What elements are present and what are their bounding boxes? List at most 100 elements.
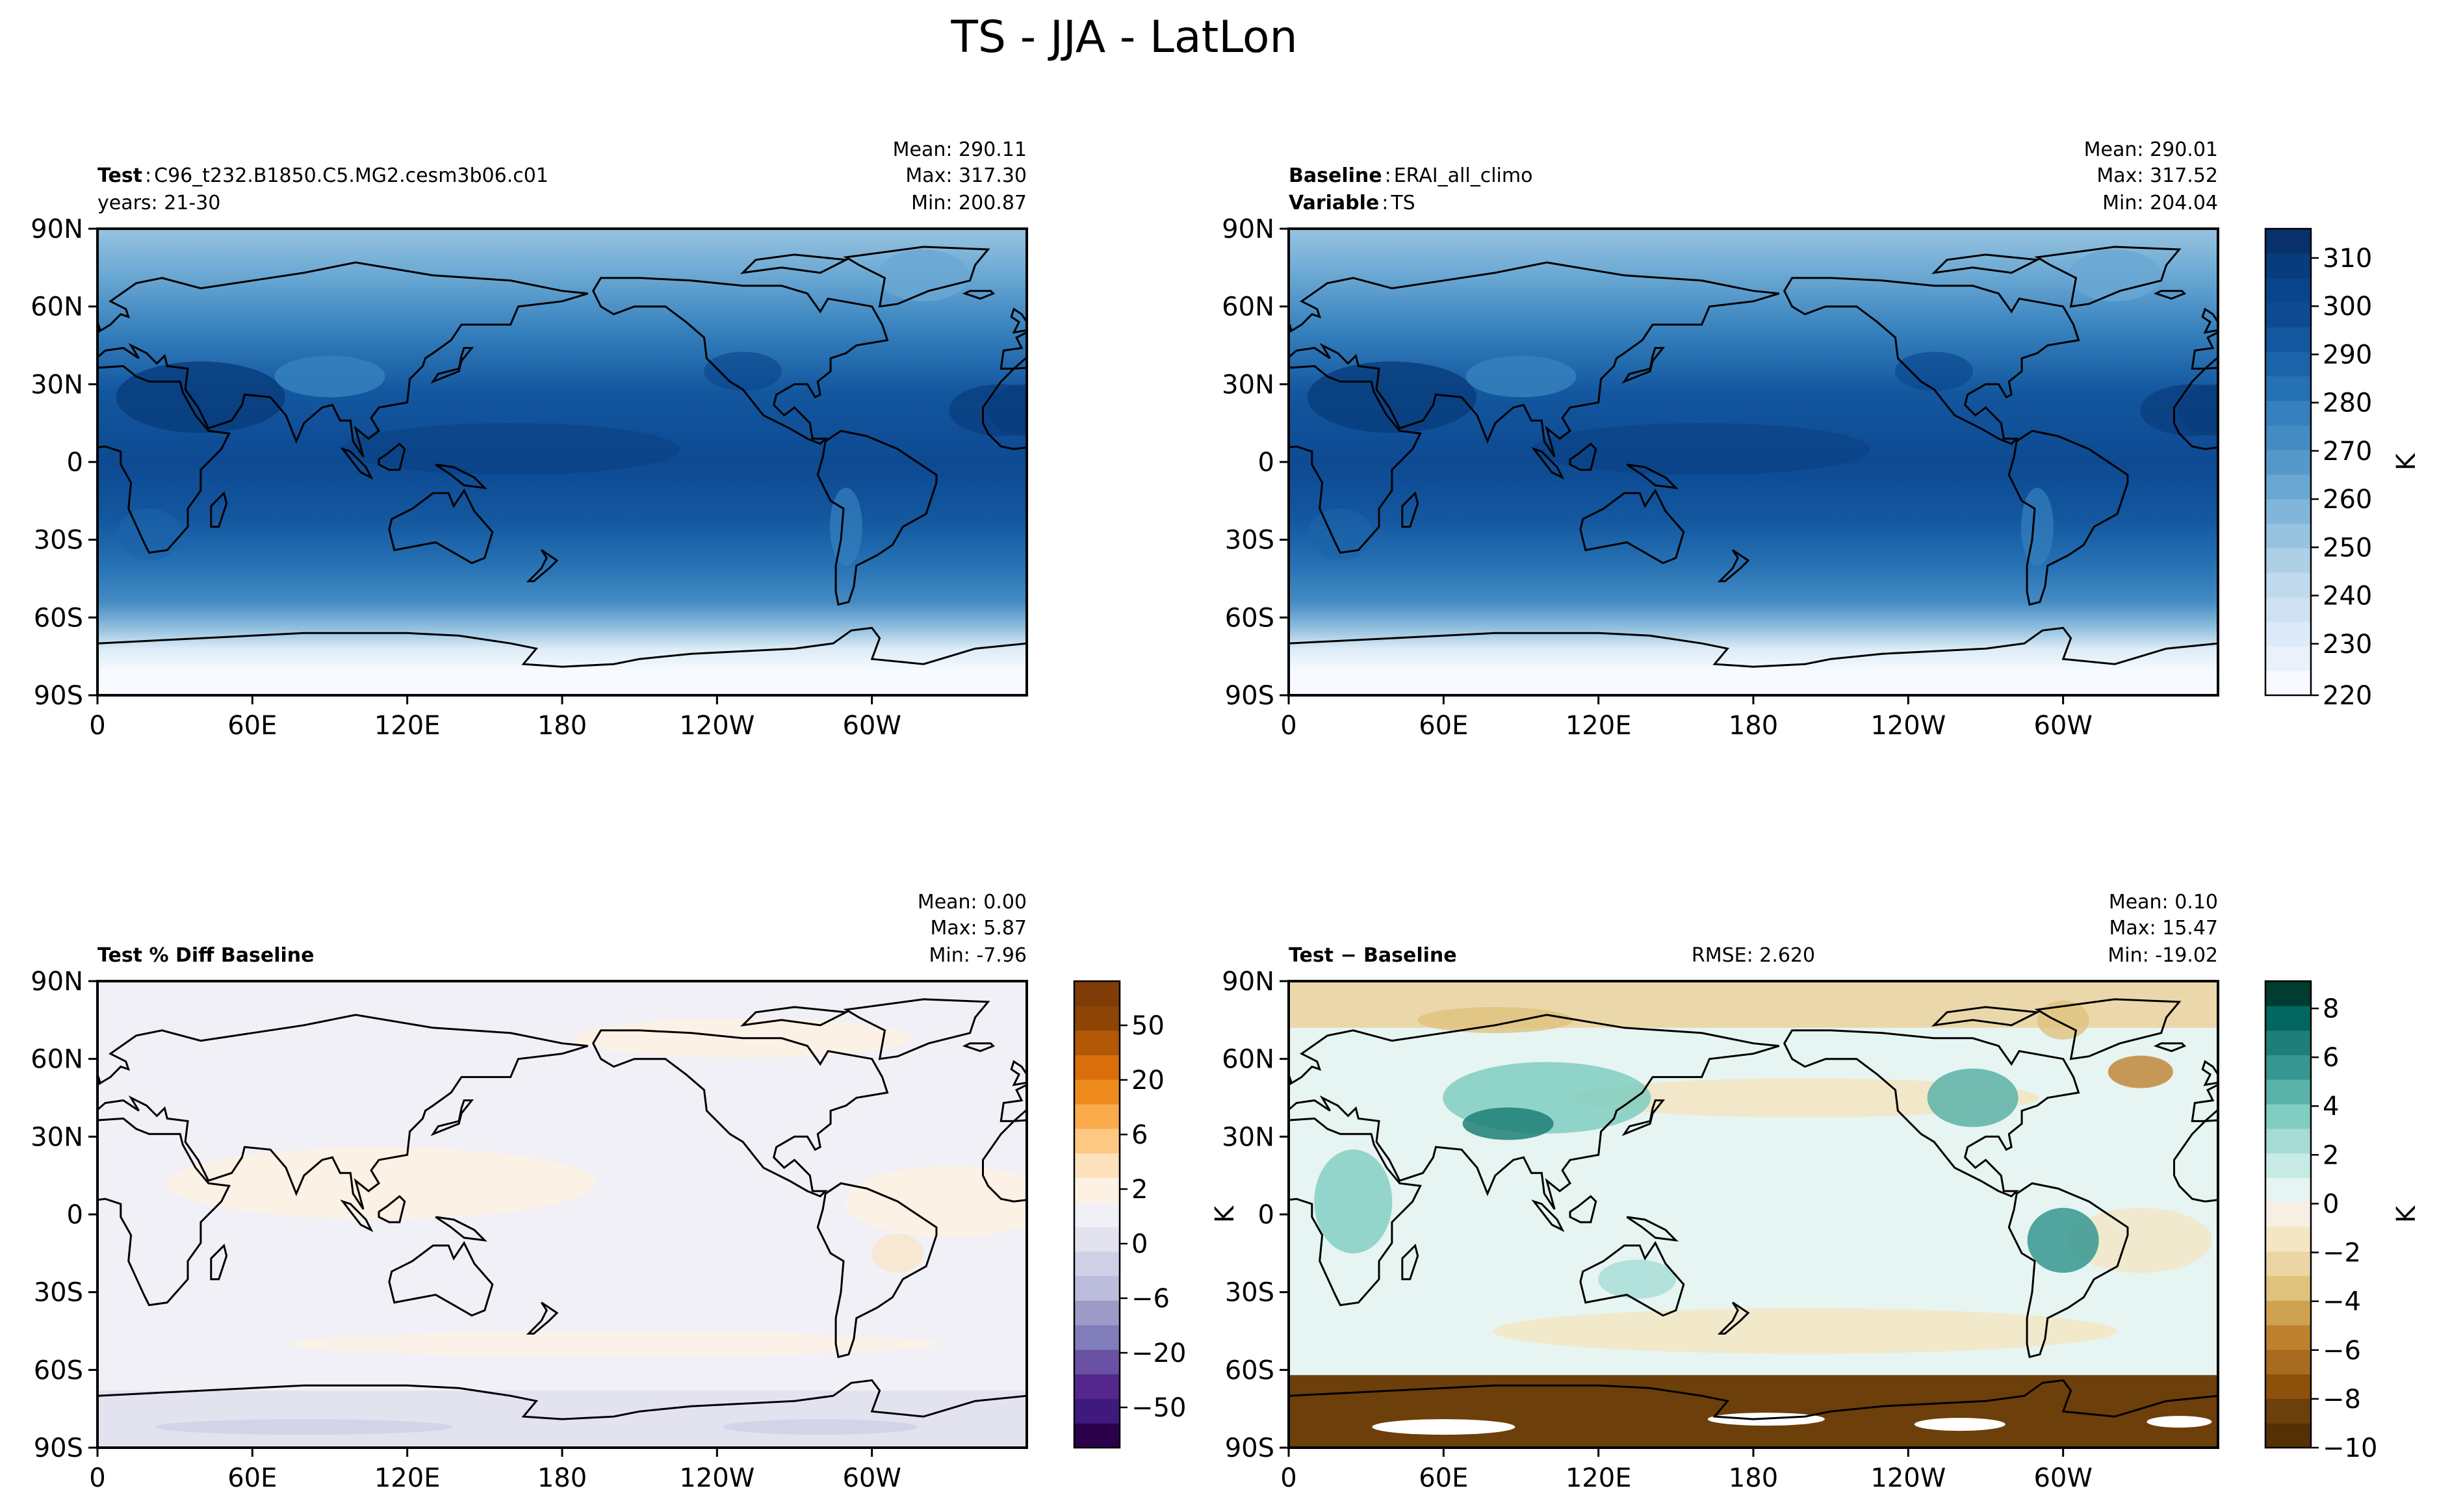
panel-ylabel: K: [1210, 1205, 1240, 1223]
coastline-britain: [97, 1072, 101, 1084]
colorbar-tick-label: 290: [2323, 340, 2372, 370]
y-tick-label: 60N: [31, 1045, 83, 1075]
coastline-northAmerica: [1783, 1029, 2080, 1198]
x-tick-label: 120W: [1870, 1463, 1946, 1493]
y-tick-label: 30N: [1222, 1122, 1274, 1152]
pct-band-atlantic: [845, 1166, 1027, 1238]
coastline-southAmerica: [2007, 1182, 2129, 1359]
diff-tibet: [1462, 1107, 1554, 1140]
x-tick-label: 120E: [1566, 1463, 1632, 1493]
colorbar-swatch: [1074, 1079, 1120, 1105]
warm-pool: [341, 423, 680, 476]
colorbar-swatch: [2265, 1055, 2311, 1080]
x-tick-label: 60E: [1419, 711, 1468, 741]
cool-andes: [2020, 487, 2054, 566]
y-tick-label: 60S: [1225, 603, 1274, 633]
coastline-borneo: [378, 442, 406, 471]
coastline-newGuinea: [435, 1216, 487, 1242]
colorbar-tick-label: 0: [2323, 1189, 2339, 1219]
y-tick-label: 90S: [34, 1433, 83, 1463]
colorbar-swatch: [1074, 1374, 1120, 1400]
coastline-borneo: [378, 1195, 406, 1224]
panel-info-key: Test − Baseline: [1289, 944, 1457, 967]
colorbar-swatch: [1074, 1103, 1120, 1129]
diff-missing-4: [2147, 1416, 2212, 1428]
coastline-eurasia: [1289, 1014, 1780, 1210]
panel-info-sep: :: [1382, 192, 1388, 214]
colorbar-swatch: [2265, 1325, 2311, 1350]
colorbar-tick-label: 280: [2323, 389, 2372, 418]
colorbar-swatch: [2265, 253, 2311, 279]
y-tick-label: 30S: [34, 1278, 83, 1308]
coastline-iceland: [962, 290, 996, 300]
colorbar-tick-label: 6: [2323, 1043, 2339, 1073]
cold-greenland: [878, 249, 970, 301]
colorbar-swatch: [2265, 1177, 2311, 1203]
colorbar-swatch: [1074, 1153, 1120, 1178]
y-tick-label: 30N: [1222, 370, 1274, 400]
panel-info-line-2: years: 21-30: [97, 192, 220, 214]
y-tick-label: 30N: [31, 370, 83, 400]
diff-missing-1: [1372, 1419, 1515, 1435]
coastline-japan: [430, 347, 474, 384]
y-tick-label: 30S: [34, 526, 83, 556]
coastline-southAmerica: [2007, 429, 2129, 606]
coastline-eurasia: [97, 261, 589, 457]
coastline-britain: [1010, 1060, 1027, 1086]
pct-antarctic-cold-2: [723, 1419, 918, 1435]
coastline-madagascar: [210, 1243, 228, 1281]
diff-south-atlantic: [2069, 1207, 2212, 1273]
y-tick-label: 90S: [1225, 1433, 1274, 1463]
colorbar-swatch: [2265, 548, 2311, 573]
panel-info-key: Test % Diff Baseline: [97, 944, 315, 967]
panels: 0 60E 120E 180 120W 60W 90N 60N 30N 0 30S 60S 90S Tes…: [31, 138, 2219, 1493]
diff-siberia-coast: [1417, 1006, 1573, 1033]
y-tick-label: 60N: [1222, 292, 1274, 322]
panel-info-line-2: Test % Diff Baseline: [97, 944, 315, 967]
diff-africa: [1314, 1149, 1393, 1254]
colorbar-swatch: [2265, 1153, 2311, 1178]
coastline-australia: [1579, 1240, 1685, 1317]
colorbar-swatch: [2265, 351, 2311, 377]
coastline-sumatra: [340, 447, 374, 480]
x-tick-label: 180: [537, 711, 587, 741]
panel-stat-min: Min: -19.02: [2108, 944, 2218, 967]
panel-stat-min: Min: -7.96: [929, 944, 1027, 967]
x-tick-label: 180: [537, 1463, 587, 1493]
warm-pool: [1532, 423, 1871, 476]
x-tick-label: 0: [89, 1463, 105, 1493]
map-field-baseline: [1289, 229, 2218, 695]
x-tick-label: 120E: [1566, 711, 1632, 741]
colorbar-tick-label: 300: [2323, 292, 2372, 322]
colorbar-swatch: [2265, 1275, 2311, 1301]
coastline-northAmerica: [591, 277, 889, 445]
coastline-newZealand: [526, 1301, 559, 1335]
colorbar-frame: [2264, 980, 2312, 1449]
pct-antarctic-cold-1: [154, 1419, 454, 1435]
colorbar-tick-label: −50: [1131, 1393, 1186, 1423]
coastline-antarctica: [97, 1379, 1027, 1420]
coastline-sumatra: [1531, 447, 1565, 480]
x-tick-label: 120W: [679, 1463, 754, 1493]
colorbar-swatch: [2265, 450, 2311, 475]
colorbar-tick-label: −2: [2323, 1238, 2361, 1268]
coastline-eurasia: [1289, 261, 1780, 457]
x-tick-label: 60W: [842, 711, 901, 741]
pct-southamerica: [871, 1233, 924, 1273]
colorbar-swatch: [2265, 1079, 2311, 1105]
x-tick-label: 60W: [2033, 1463, 2092, 1493]
map-field-pctdiff: [97, 981, 1027, 1448]
y-tick-label: 0: [1258, 1200, 1274, 1230]
diff-north-america: [1927, 1068, 2018, 1127]
colorbar-swatch: [2265, 1423, 2311, 1448]
colorbar-swatch: [1074, 1055, 1120, 1080]
panel-stat-max: Max: 317.30: [905, 164, 1027, 187]
diff-north-pacific: [1571, 1078, 2039, 1118]
coastline-britain: [1289, 320, 1293, 331]
colorbar-swatch: [2265, 596, 2311, 622]
coastline-britain: [2201, 307, 2218, 334]
coastline-iceland: [2153, 1042, 2187, 1053]
y-tick-label: 30N: [31, 1122, 83, 1152]
panel-stat-mean: Mean: 0.10: [2109, 891, 2218, 914]
